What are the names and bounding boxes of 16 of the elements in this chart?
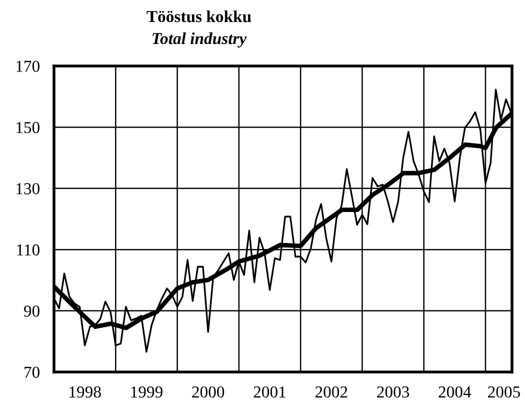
x-tick-label: 2005 bbox=[488, 386, 520, 398]
x-tick-label: 2004 bbox=[438, 386, 472, 398]
y-tick-label: 90 bbox=[24, 306, 40, 317]
y-tick-label: 110 bbox=[17, 244, 40, 256]
x-tick-label: 2002 bbox=[315, 386, 348, 398]
x-tick-label: 2003 bbox=[377, 386, 410, 398]
x-tick-label: 2001 bbox=[254, 386, 286, 398]
y-tick-label: 130 bbox=[16, 183, 40, 194]
x-tick-label: 2000 bbox=[192, 386, 224, 398]
y-tick-label: 170 bbox=[16, 60, 40, 72]
y-tick-label: 70 bbox=[24, 366, 40, 378]
chart-title: Tööstus kokku bbox=[146, 10, 252, 22]
y-tick-label: 150 bbox=[16, 122, 40, 134]
chart-subtitle: Total industry bbox=[152, 32, 247, 48]
x-tick-label: 1998 bbox=[70, 386, 101, 398]
x-tick-label: 1999 bbox=[131, 386, 162, 398]
